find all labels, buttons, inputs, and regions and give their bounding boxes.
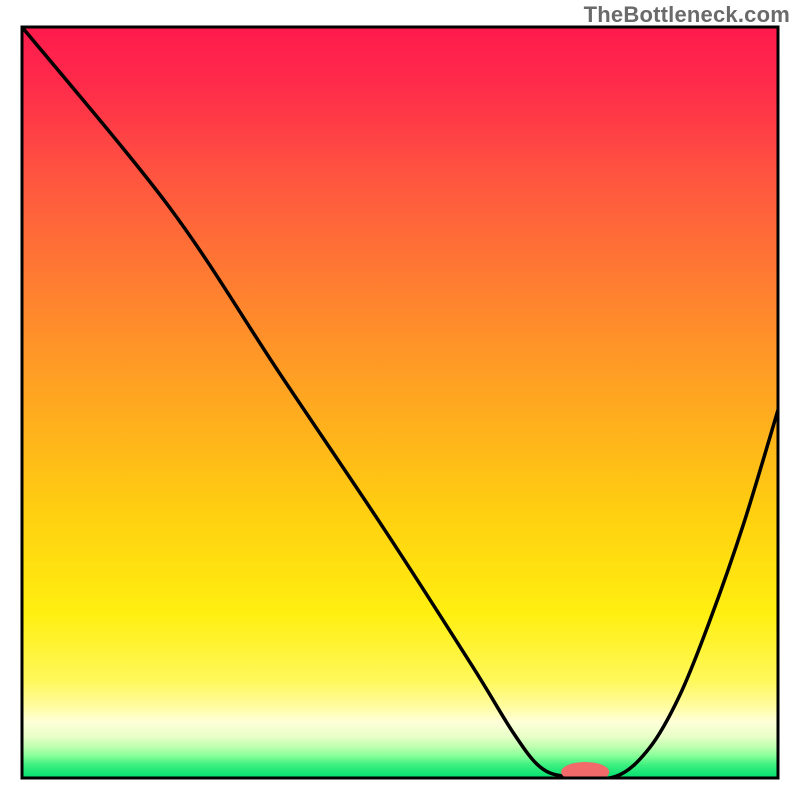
watermark-text: TheBottleneck.com <box>584 2 790 28</box>
chart-container: TheBottleneck.com <box>0 0 800 800</box>
plot-area <box>22 27 778 782</box>
bottleneck-chart <box>0 0 800 800</box>
gradient-background <box>22 27 778 778</box>
